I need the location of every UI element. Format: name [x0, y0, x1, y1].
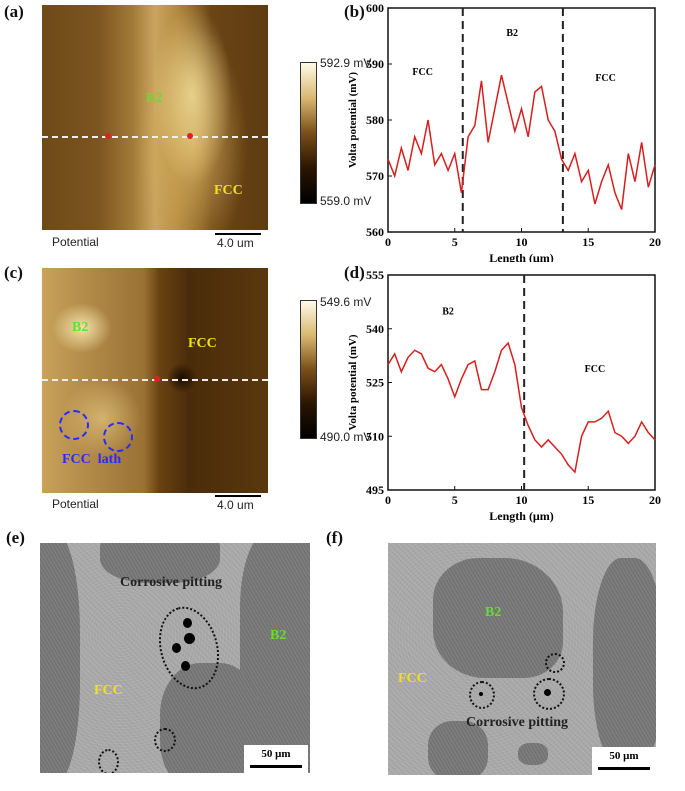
y-tick-label: 580 — [366, 113, 384, 127]
fcc-lath-label: FCC lath — [62, 452, 122, 467]
line-scan-path — [42, 136, 268, 138]
scale-label: 4.0 um — [217, 236, 254, 250]
marker-dot — [187, 133, 193, 139]
marker-dot — [105, 133, 111, 139]
y-tick-label: 540 — [366, 322, 384, 336]
colorbar-a — [300, 62, 317, 204]
potential-map-a: B2 FCC — [42, 5, 268, 230]
colorbar-min: 490.0 mV — [320, 430, 372, 444]
pitting-circle — [469, 681, 495, 709]
b2-region — [593, 558, 656, 768]
panel-label-a: (a) — [4, 2, 24, 21]
x-tick-label: 15 — [582, 493, 594, 507]
colorbar-max: 549.6 mV — [320, 295, 372, 309]
potential-line-series — [387, 341, 656, 474]
phase-annotation: FCC — [585, 364, 606, 375]
marker-dot — [154, 376, 160, 382]
x-tick-label: 20 — [649, 493, 661, 507]
y-tick-label: 555 — [366, 268, 384, 282]
pit — [181, 661, 190, 671]
pit — [184, 633, 195, 644]
y-tick-label: 600 — [366, 1, 384, 15]
panel-label-b: (b) — [344, 2, 365, 21]
plot-frame — [387, 274, 656, 491]
b2-region — [100, 543, 220, 583]
phase-label-b2: B2 — [146, 91, 163, 106]
phase-label-fcc: FCC — [214, 183, 243, 198]
x-tick-label: 10 — [516, 235, 528, 249]
y-tick-label: 590 — [366, 57, 384, 71]
pit — [183, 618, 192, 628]
x-axis-label: Length (μm) — [489, 251, 553, 262]
y-tick-label: 560 — [366, 225, 384, 239]
x-tick-label: 15 — [582, 235, 594, 249]
phase-label-fcc: FCC — [398, 671, 427, 686]
phase-annotation: FCC — [412, 67, 433, 78]
scale-label: 50 μm — [261, 748, 291, 760]
pitting-circle — [154, 728, 176, 752]
potential-caption: Potential — [52, 235, 99, 249]
scale-label: 4.0 um — [217, 498, 254, 512]
potential-caption: Potential — [52, 497, 99, 511]
y-tick-label: 495 — [366, 483, 384, 497]
scale-label: 50 μm — [609, 750, 639, 762]
potential-map-c: B2 FCC FCC lath — [42, 268, 268, 493]
scale-bar: 50 μm — [592, 747, 656, 775]
sem-image-e: Corrosive pitting B2 FCC 50 μm — [40, 543, 310, 773]
panel-label-d: (d) — [344, 263, 365, 282]
x-axis-label: Length (μm) — [489, 509, 553, 523]
fcc-lath-circle — [59, 410, 89, 440]
pitting-circle — [98, 749, 119, 773]
phase-label-b2: B2 — [270, 628, 287, 643]
b2-region — [40, 543, 80, 773]
sem-image-f: B2 FCC Corrosive pitting 50 μm — [388, 543, 656, 775]
pitting-circle — [545, 653, 565, 673]
phase-label-fcc: FCC — [188, 336, 217, 351]
scale-bar — [215, 495, 261, 497]
pitting-circle — [533, 678, 565, 710]
phase-annotation: FCC — [595, 73, 616, 84]
colorbar-min: 559.0 mV — [320, 194, 372, 208]
chart-b: 0 5 10 15 20 560 570 580 590 600 Length (μm) Volta … — [347, 1, 661, 262]
colorbar-max: 592.9 mV — [320, 56, 372, 70]
fcc-lath-circle — [103, 422, 133, 452]
x-tick-label: 5 — [452, 493, 458, 507]
pitting-label: Corrosive pitting — [466, 715, 569, 730]
scale-bar: 50 μm — [244, 745, 308, 773]
pitting-label: Corrosive pitting — [120, 575, 223, 590]
panel-label-f: (f) — [326, 528, 343, 547]
b2-region — [160, 663, 260, 773]
y-axis-label: Volta potential (mV) — [347, 72, 359, 168]
y-axis-label: Volta potential (mV) — [347, 334, 359, 430]
panel-label-e: (e) — [6, 528, 25, 547]
y-tick-label: 525 — [366, 376, 384, 390]
colorbar-c — [300, 300, 317, 439]
phase-annotation: B2 — [442, 306, 454, 317]
x-tick-label: 0 — [385, 235, 391, 249]
scale-bar — [215, 233, 261, 235]
y-tick-label: 570 — [366, 169, 384, 183]
x-tick-label: 20 — [649, 235, 661, 249]
panel-label-c: (c) — [4, 263, 23, 282]
b2-region — [518, 743, 548, 765]
phase-label-fcc: FCC — [94, 683, 123, 698]
pit — [172, 643, 181, 653]
x-tick-label: 0 — [385, 493, 391, 507]
b2-region — [433, 558, 563, 678]
phase-annotation: B2 — [506, 28, 518, 39]
potential-line-series — [387, 75, 656, 210]
x-tick-label: 10 — [516, 493, 528, 507]
phase-label-b2: B2 — [485, 605, 502, 620]
phase-label-b2: B2 — [72, 320, 89, 335]
y-tick-label: 510 — [366, 429, 384, 443]
b2-region — [428, 721, 488, 775]
x-tick-label: 5 — [452, 235, 458, 249]
